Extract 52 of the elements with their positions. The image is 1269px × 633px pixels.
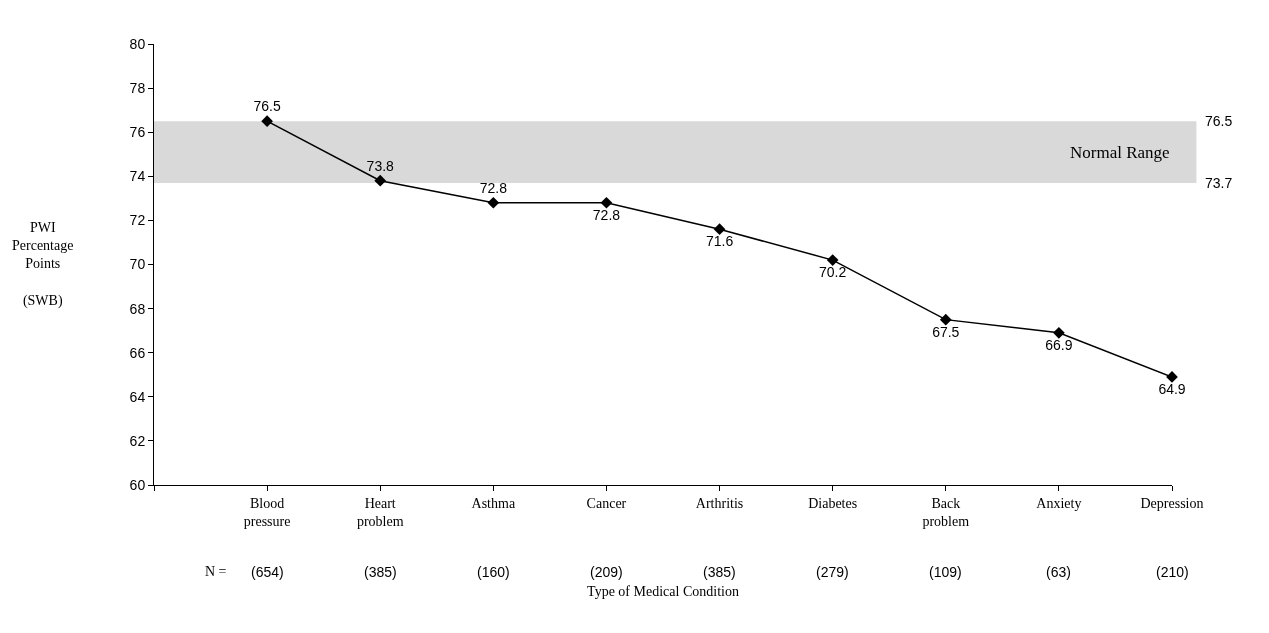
y-tick-label: 62 xyxy=(129,432,146,449)
data-label: 64.9 xyxy=(1158,381,1186,398)
y-tick-label: 68 xyxy=(129,300,146,317)
x-tick-label: Blood pressure xyxy=(243,495,291,529)
data-label: 67.5 xyxy=(932,323,960,340)
point xyxy=(939,313,952,326)
y-tick-label: 76 xyxy=(129,124,146,141)
data-label: 72.8 xyxy=(592,206,621,223)
data-label: 73.8 xyxy=(366,157,395,174)
text: 73.7 xyxy=(1205,175,1233,191)
text: (160) xyxy=(477,564,510,580)
y-tick-label: 70 xyxy=(129,256,146,273)
data-label: 70.2 xyxy=(819,264,847,281)
point xyxy=(1053,327,1065,339)
x-tick-label: Asthma xyxy=(471,495,516,511)
point xyxy=(600,196,613,209)
text: (210) xyxy=(1156,564,1189,580)
text: (385) xyxy=(703,564,736,580)
text: (209) xyxy=(590,564,623,580)
y-tick-label: 78 xyxy=(129,80,146,96)
data-label: 76.5 xyxy=(253,98,281,115)
x-tick-label: Back problem xyxy=(922,495,970,529)
text: (654) xyxy=(251,564,284,580)
x-tick-label: Cancer xyxy=(586,495,627,511)
text: (385) xyxy=(364,564,397,580)
data-label: 71.6 xyxy=(705,233,734,250)
text: (63) xyxy=(1046,564,1071,580)
text: PWI Percentage Points (SWB) xyxy=(12,220,74,308)
point xyxy=(487,196,500,209)
y-tick-label: 74 xyxy=(129,168,146,185)
y-tick-label: 60 xyxy=(129,476,146,493)
data-label: 66.9 xyxy=(1045,336,1073,353)
x-tick-label: Heart problem xyxy=(356,495,404,529)
x-axis-title: Type of Medical Condition xyxy=(587,584,739,600)
x-tick-label: Arthritis xyxy=(695,495,744,511)
x-tick-label: Depression xyxy=(1140,495,1204,511)
y-tick-label: 64 xyxy=(129,388,146,405)
y-tick-label: 66 xyxy=(129,344,146,361)
text: 76.5 xyxy=(1205,113,1233,129)
text: N = xyxy=(205,564,227,579)
point xyxy=(374,174,387,187)
text: (279) xyxy=(816,564,849,580)
y-tick-label: 80 xyxy=(129,35,146,52)
text: (109) xyxy=(929,564,962,580)
data-label: 72.8 xyxy=(479,179,508,196)
point xyxy=(713,223,726,236)
x-tick-label: Diabetes xyxy=(808,495,858,511)
point xyxy=(826,254,839,266)
point xyxy=(261,115,273,128)
y-tick-label: 72 xyxy=(129,212,146,229)
band-label: Normal Range xyxy=(1070,143,1170,162)
x-tick-label: Anxiety xyxy=(1036,495,1082,511)
